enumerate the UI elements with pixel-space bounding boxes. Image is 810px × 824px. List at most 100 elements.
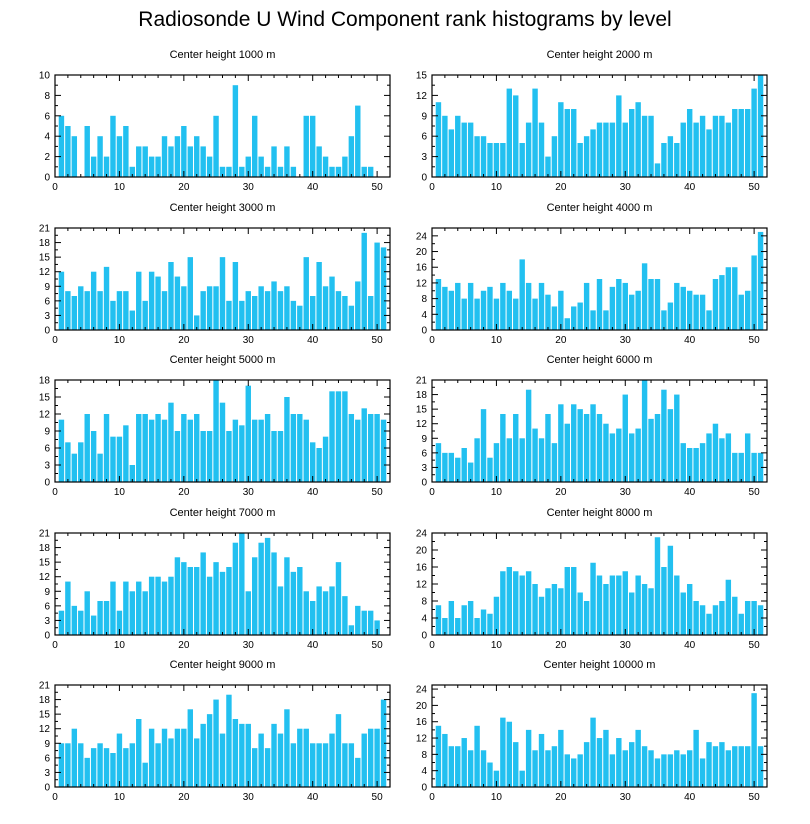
histogram-bar (583, 742, 590, 787)
histogram-bar (271, 281, 277, 330)
histogram-bar (455, 618, 461, 635)
histogram-bar (226, 567, 232, 635)
chart-main-title: Radiosonde U Wind Component rank histogr… (138, 8, 672, 31)
histogram-bar (699, 605, 706, 635)
histogram-bar (277, 431, 284, 482)
y-tick-label: 24 (416, 231, 428, 242)
histogram-bar (442, 618, 448, 635)
x-tick-label: 10 (114, 182, 126, 193)
histogram-bar (129, 166, 136, 177)
histogram-bar (545, 750, 551, 787)
histogram-bar (461, 605, 467, 635)
histogram-bar (219, 402, 226, 482)
histogram-bar (348, 743, 355, 787)
y-tick-label: 0 (44, 631, 50, 642)
histogram-bar (148, 271, 155, 330)
y-tick-label: 6 (44, 753, 50, 764)
histogram-bar (239, 300, 245, 330)
histogram-bar (284, 709, 290, 787)
histogram-bar (629, 294, 635, 330)
histogram-bar (239, 533, 245, 635)
histogram-bar (71, 728, 78, 787)
histogram-bar (58, 743, 65, 787)
histogram-bar (571, 109, 577, 177)
histogram-bar (65, 291, 71, 330)
histogram-bar (219, 257, 226, 330)
y-tick-label: 0 (44, 478, 50, 489)
histogram-bar (245, 291, 251, 330)
histogram-bar (609, 122, 616, 177)
histogram-bar (699, 115, 706, 177)
x-tick-label: 0 (52, 640, 58, 651)
histogram-bar (519, 575, 525, 635)
histogram-bar (751, 601, 757, 635)
histogram-bar (480, 750, 487, 787)
histogram-bar (284, 146, 290, 177)
histogram-bar (103, 748, 110, 787)
histogram-bar (525, 389, 532, 482)
x-tick-label: 10 (114, 792, 126, 803)
histogram-bar (258, 542, 264, 635)
histogram-bar (532, 298, 538, 330)
histogram-bar (629, 109, 635, 177)
histogram-bar (277, 291, 284, 330)
histogram-bar (84, 414, 90, 482)
histogram-bar (168, 146, 174, 177)
histogram-bar (732, 452, 738, 482)
y-tick-label: 6 (44, 111, 50, 122)
histogram-bar (448, 452, 455, 482)
x-tick-label: 0 (429, 335, 435, 346)
histogram-bar (538, 282, 545, 330)
histogram-bar (545, 588, 551, 635)
histogram-bar (155, 414, 161, 482)
histogram-bar (200, 146, 206, 177)
histogram-bar (732, 267, 738, 330)
histogram-bar (583, 136, 590, 177)
histogram-bar (226, 300, 232, 330)
histogram-bar (103, 601, 110, 635)
histogram-bar (194, 567, 200, 635)
x-tick-label: 20 (178, 335, 190, 346)
histogram-bar (303, 257, 309, 330)
histogram-bar (200, 723, 206, 787)
histogram-bar (123, 425, 129, 482)
x-tick-label: 20 (555, 182, 567, 193)
histogram-bar (206, 576, 213, 635)
y-tick-label: 18 (39, 238, 51, 249)
histogram-bar (367, 728, 374, 787)
x-tick-label: 20 (555, 792, 567, 803)
histogram-bar (239, 166, 245, 177)
histogram-bar (65, 126, 71, 177)
y-tick-label: 3 (421, 463, 427, 474)
x-tick-label: 10 (114, 335, 126, 346)
histogram-bar (90, 156, 97, 177)
histogram-bar (58, 419, 65, 482)
histogram-bar (142, 300, 148, 330)
histogram-bar (380, 699, 387, 787)
histogram-bar (155, 743, 161, 787)
histogram-bar (493, 770, 500, 787)
histogram-bar (609, 286, 616, 330)
histogram-panel-8: Center height 8000 m 0 10 20 30 40 50 0 4 8 12 16 20… (416, 507, 768, 651)
histogram-bar (725, 267, 732, 330)
histogram-bar (635, 428, 641, 482)
histogram-bar (174, 276, 181, 330)
histogram-bar (538, 733, 545, 787)
histogram-bar (348, 625, 355, 635)
histogram-bar (706, 129, 712, 177)
histogram-bar (725, 750, 732, 787)
histogram-bar (513, 95, 519, 177)
histogram-bar (435, 605, 442, 635)
histogram-bar (732, 746, 738, 787)
histogram-bar (693, 601, 699, 635)
histogram-bar (380, 247, 387, 330)
histogram-bar (616, 428, 622, 482)
histogram-bar (635, 729, 641, 787)
histogram-bar (629, 592, 635, 635)
histogram-bar (129, 465, 136, 482)
x-tick-label: 20 (178, 487, 190, 498)
histogram-bar (84, 757, 90, 787)
histogram-bar (558, 290, 564, 330)
histogram-bar (361, 166, 367, 177)
histogram-bar (648, 750, 654, 787)
